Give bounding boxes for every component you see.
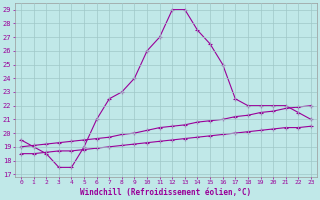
X-axis label: Windchill (Refroidissement éolien,°C): Windchill (Refroidissement éolien,°C): [80, 188, 252, 197]
